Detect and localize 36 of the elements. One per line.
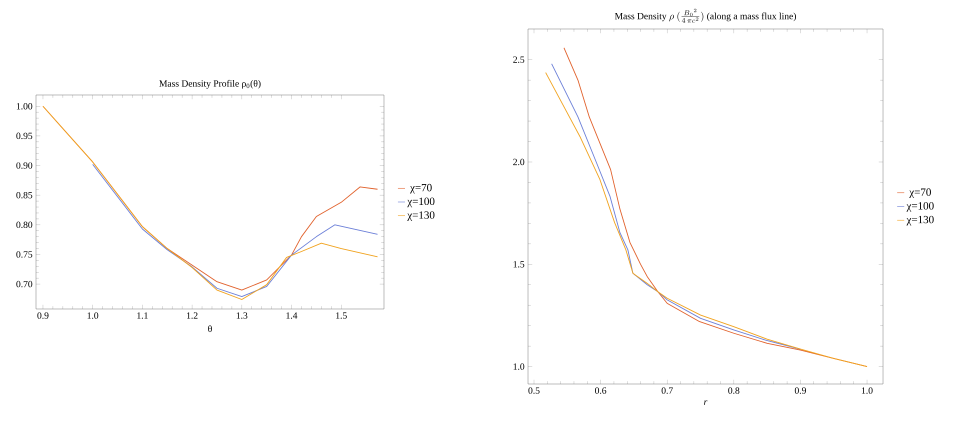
line-series: [92, 164, 378, 297]
legend-label: χ=70: [909, 188, 931, 198]
x-tick-label: 1.4: [286, 312, 298, 319]
x-tick-label: 0.9: [37, 312, 49, 319]
y-tick-label: 0.70: [16, 280, 32, 288]
x-tick-label: 1.5: [336, 312, 347, 319]
legend-label: χ=100: [906, 202, 934, 212]
x-tick-label: 0.5: [528, 387, 540, 394]
legend-label: χ=130: [407, 211, 434, 222]
chart-title: $\text{Mass Density }\rho\ (\tfrac{B_0{}^2}{4\,\pi c^2})\text{ (along a mass flux line)}$: [614, 8, 796, 23]
chart-title: Mass Density Profile ρ$_{0}$(θ): [159, 80, 261, 89]
y-tick-label: 0.90: [16, 162, 32, 169]
x-tick-label: 1.2: [186, 312, 198, 319]
x-tick-label: 0.6: [595, 387, 606, 394]
y-tick-label: 0.80: [16, 222, 32, 228]
y-tick-label: 2.0: [513, 158, 524, 166]
y-tick-label: 1.5: [514, 261, 524, 268]
legend-label: χ=70: [410, 184, 432, 194]
x-tick-label: 0.9: [794, 387, 806, 394]
line-series: [551, 63, 801, 350]
x-axis-title: r: [704, 400, 708, 405]
x-tick-label: 0.7: [662, 387, 673, 394]
x-tick-label: 0.8: [728, 387, 740, 394]
y-tick-label: 0.85: [16, 192, 32, 198]
y-tick-label: 1.0: [514, 363, 524, 370]
y-tick-label: 2.5: [513, 56, 524, 63]
legend-label: χ=130: [906, 216, 934, 226]
x-tick-label: 1.1: [137, 312, 148, 319]
x-tick-label: 1.0: [862, 387, 873, 394]
x-tick-label: 1.0: [88, 312, 98, 319]
legend-label: χ=100: [407, 198, 434, 208]
x-tick-label: 1.3: [236, 312, 248, 319]
y-tick-label: 0.75: [16, 251, 32, 258]
y-tick-label: 0.95: [16, 132, 32, 140]
y-tick-label: 1.00: [16, 103, 32, 110]
x-axis-title: θ: [208, 325, 212, 332]
